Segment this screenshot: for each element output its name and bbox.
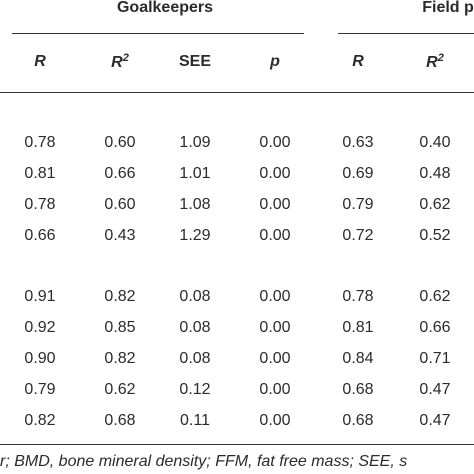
cell: 0.62 [419,196,451,213]
superscript: 2 [437,51,444,64]
cell: 0.60 [104,196,136,213]
cell: 0.66 [419,319,451,336]
column-header: p [270,53,280,71]
cell: 0.47 [419,412,451,429]
column-label: R [111,54,123,72]
column-label: R [352,53,364,70]
column-header: R2 [426,52,444,72]
cell: 0.40 [419,134,451,151]
cell: 0.82 [104,288,136,305]
cell: 0.52 [419,227,451,244]
cell: 1.29 [179,227,211,244]
cell: 0.92 [24,319,56,336]
cell: 0.00 [259,165,291,182]
cell: 0.11 [180,412,210,429]
group-header: Field p [422,0,474,16]
cell: 0.79 [342,196,374,213]
cell: 0.00 [259,288,291,305]
cell: 0.00 [259,134,291,151]
rule [12,33,304,34]
rule [338,33,474,34]
cell: 0.00 [259,350,291,367]
cell: 0.90 [24,350,56,367]
cell: 0.81 [24,165,56,182]
cell: 1.09 [179,134,211,151]
cell: 0.85 [104,319,136,336]
cell: 0.91 [24,288,56,305]
cell: 0.08 [179,350,211,367]
cell: 0.79 [24,381,56,398]
superscript: 2 [122,51,129,64]
cell: 0.62 [419,288,451,305]
cell: 0.00 [259,412,291,429]
cell: 0.08 [179,319,211,336]
cell: 0.43 [104,227,136,244]
cell: 0.62 [104,381,136,398]
cell: 0.78 [24,196,56,213]
cell: 0.69 [342,165,374,182]
column-header: SEE [179,53,211,71]
column-header: R [34,53,46,71]
cell: 0.63 [342,134,374,151]
cell: 0.00 [259,227,291,244]
cell: 0.84 [342,350,374,367]
cell: 0.68 [104,412,136,429]
column-label: R [34,53,46,70]
column-header: R2 [111,52,129,72]
cell: 0.12 [179,381,211,398]
rule [0,92,474,93]
column-header: R [352,53,364,71]
cell: 0.72 [342,227,374,244]
cell: 0.66 [24,227,56,244]
cell: 1.08 [179,196,211,213]
cell: 0.71 [419,350,451,367]
cell: 0.08 [179,288,211,305]
column-label: SEE [178,53,212,70]
cell: 0.00 [259,196,291,213]
cell: 0.82 [24,412,56,429]
column-label: p [270,53,280,70]
rule [0,444,474,445]
cell: 1.01 [179,165,211,182]
footnote: r; BMD, bone mineral density; FFM, fat f… [0,453,408,470]
cell: 0.68 [342,412,374,429]
cell: 0.68 [342,381,374,398]
cell: 0.66 [104,165,136,182]
cell: 0.81 [342,319,374,336]
cell: 0.78 [24,134,56,151]
column-label: R [426,54,438,72]
group-header: Goalkeepers [116,0,214,16]
cell: 0.78 [342,288,374,305]
cell: 0.82 [104,350,136,367]
cell: 0.47 [419,381,451,398]
cell: 0.60 [104,134,136,151]
cell: 0.48 [419,165,451,182]
cell: 0.00 [259,381,291,398]
cell: 0.00 [259,319,291,336]
